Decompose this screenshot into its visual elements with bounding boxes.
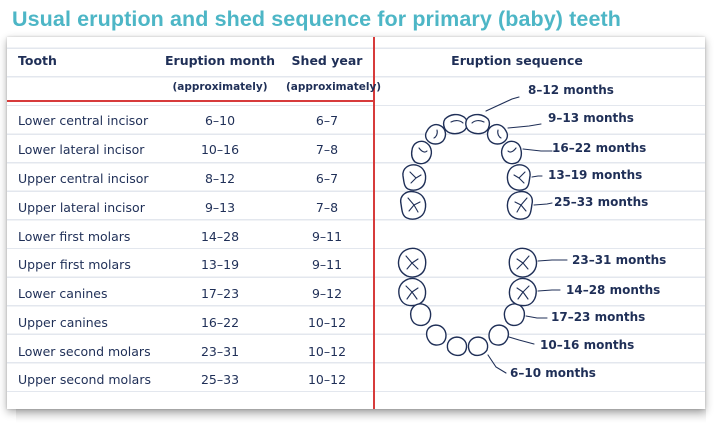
tooth-name: Upper lateral incisor xyxy=(18,200,145,215)
shed-year: 9–12 xyxy=(311,286,343,301)
shed-year: 7–8 xyxy=(315,142,339,157)
lower-right-central-incisor-tooth xyxy=(467,336,489,357)
upper-label-lateral-incisors: 9–13 months xyxy=(548,111,634,125)
column-note-eruption: (approximately) xyxy=(172,81,268,93)
shed-year: 6–7 xyxy=(315,113,339,128)
diagram-heading: Eruption sequence xyxy=(451,53,583,68)
lower-label-second-molars: 23–31 months xyxy=(572,253,667,267)
upper-label-central-incisors: 8–12 months xyxy=(528,83,614,97)
lower-left-lateral-incisor-tooth xyxy=(425,324,447,346)
shed-year: 7–8 xyxy=(315,200,339,215)
shed-year: 10–12 xyxy=(307,315,347,330)
eruption-month: 25–33 xyxy=(200,372,240,387)
upper-label-canines: 16–22 months xyxy=(552,141,647,155)
shed-year: 9–11 xyxy=(311,257,343,272)
upper-left-first-molar-tooth xyxy=(402,164,427,191)
column-header-tooth: Tooth xyxy=(18,53,57,68)
shed-year: 6–7 xyxy=(315,171,339,186)
eruption-month: 10–16 xyxy=(200,142,240,157)
eruption-month: 6–10 xyxy=(204,113,236,128)
upper-left-canine-tooth xyxy=(410,140,433,165)
header-rule xyxy=(7,100,375,102)
column-header-eruption: Eruption month xyxy=(165,53,276,68)
notebook-card: Tooth Eruption month Shed year (approxim… xyxy=(7,37,705,409)
upper-label-first-molars: 13–19 months xyxy=(548,168,643,182)
tooth-name: Lower first molars xyxy=(18,229,131,244)
upper-right-central-incisor-tooth xyxy=(465,113,491,135)
lower-label-central-incisors: 6–10 months xyxy=(510,366,596,380)
column-note-shed: (approximately) xyxy=(286,81,382,93)
eruption-month: 9–13 xyxy=(204,200,236,215)
lower-left-canine-tooth xyxy=(409,303,432,327)
tooth-name: Upper second molars xyxy=(18,372,151,387)
eruption-month: 17–23 xyxy=(200,286,240,301)
lower-right-lateral-incisor-tooth xyxy=(488,324,510,346)
eruption-month: 8–12 xyxy=(204,171,236,186)
eruption-month: 23–31 xyxy=(200,344,240,359)
lower-label-first-molars: 14–28 months xyxy=(566,283,661,297)
lower-label-canines: 17–23 months xyxy=(551,310,646,324)
upper-right-lateral-incisor-tooth xyxy=(486,123,509,145)
upper-label-second-molars: 25–33 months xyxy=(554,195,649,209)
lower-label-lateral-incisors: 10–16 months xyxy=(540,338,635,352)
page-title: Usual eruption and shed sequence for pri… xyxy=(12,7,622,31)
tooth-name: Lower lateral incisor xyxy=(18,142,145,157)
lower-right-canine-tooth xyxy=(503,303,526,327)
eruption-month: 14–28 xyxy=(200,229,240,244)
shed-year: 10–12 xyxy=(307,372,347,387)
upper-right-canine-tooth xyxy=(500,140,523,165)
tooth-name: Upper central incisor xyxy=(18,171,149,186)
shed-year: 10–12 xyxy=(307,344,347,359)
tooth-name: Lower second molars xyxy=(18,344,151,359)
eruption-month: 13–19 xyxy=(200,257,240,272)
eruption-month: 16–22 xyxy=(200,315,240,330)
dental-arch-diagram xyxy=(397,96,568,374)
upper-right-second-molar-tooth xyxy=(506,190,533,220)
card-shadow xyxy=(16,409,706,423)
shed-year: 9–11 xyxy=(311,229,343,244)
column-header-shed: Shed year xyxy=(291,53,363,68)
lower-left-central-incisor-tooth xyxy=(446,336,468,357)
upper-left-central-incisor-tooth xyxy=(442,113,468,135)
tooth-name: Upper first molars xyxy=(18,257,131,272)
tooth-name: Upper canines xyxy=(18,315,108,330)
upper-left-lateral-incisor-tooth xyxy=(424,123,447,145)
margin-rule-vertical xyxy=(373,37,375,409)
tooth-name: Lower canines xyxy=(18,286,108,301)
tooth-name: Lower central incisor xyxy=(18,113,149,128)
